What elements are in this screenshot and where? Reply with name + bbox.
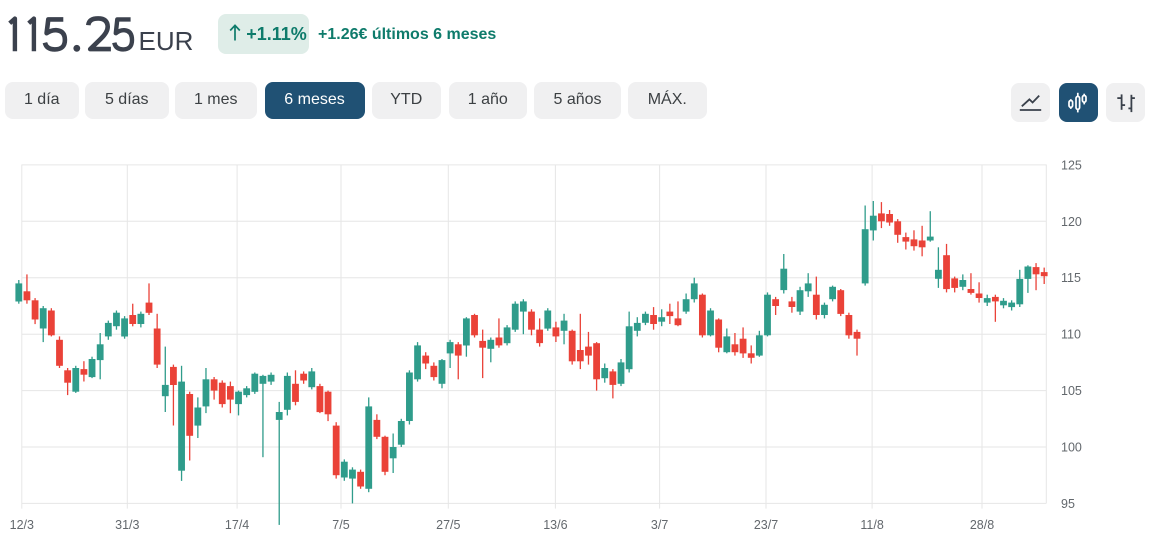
svg-text:28/8: 28/8 — [970, 518, 994, 532]
svg-text:11/8: 11/8 — [860, 518, 883, 532]
svg-text:95: 95 — [1061, 497, 1075, 511]
svg-text:3/7: 3/7 — [651, 518, 668, 532]
svg-text:12/3: 12/3 — [10, 518, 34, 532]
svg-text:105: 105 — [1061, 384, 1082, 398]
svg-text:110: 110 — [1061, 328, 1081, 342]
svg-text:13/6: 13/6 — [543, 518, 567, 532]
svg-text:120: 120 — [1061, 215, 1082, 229]
svg-text:7/5: 7/5 — [332, 518, 349, 532]
svg-text:115: 115 — [1061, 271, 1081, 285]
svg-text:17/4: 17/4 — [225, 518, 249, 532]
svg-text:125: 125 — [1061, 158, 1082, 172]
svg-text:31/3: 31/3 — [115, 518, 139, 532]
svg-text:100: 100 — [1061, 441, 1082, 455]
svg-text:23/7: 23/7 — [754, 518, 778, 532]
svg-text:27/5: 27/5 — [436, 518, 460, 532]
